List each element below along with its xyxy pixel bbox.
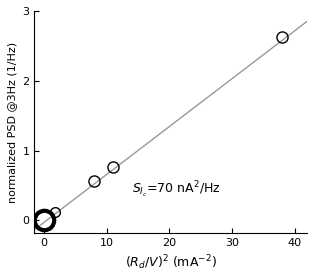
Text: $S_{I_c}$=70 nA$^2$/Hz: $S_{I_c}$=70 nA$^2$/Hz bbox=[132, 180, 220, 200]
X-axis label: $(R_d/V)^2$ (mA$^{-2}$): $(R_d/V)^2$ (mA$^{-2}$) bbox=[125, 253, 217, 272]
Y-axis label: normalized PSD @3Hz (1/Hz): normalized PSD @3Hz (1/Hz) bbox=[7, 41, 17, 203]
